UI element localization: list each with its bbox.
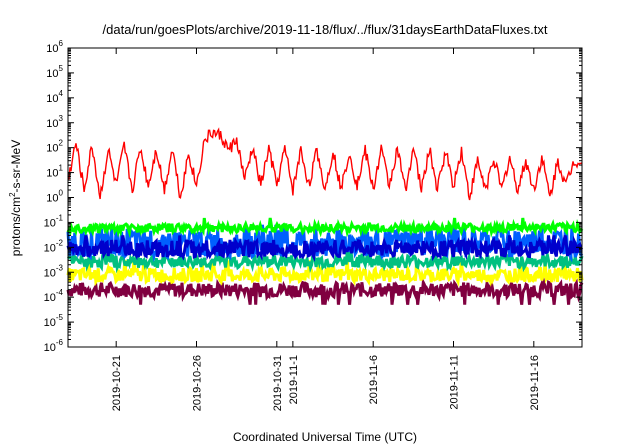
y-tick-label: 10-1: [44, 213, 64, 229]
chart-title: /data/run/goesPlots/archive/2019-11-18/f…: [103, 22, 548, 37]
y-tick-label: 102: [46, 139, 63, 155]
y-tick-label: 106: [46, 39, 63, 55]
x-tick-label: 2019-11-1: [288, 355, 300, 404]
y-tick-label: 10-6: [44, 338, 64, 354]
y-tick-label: 10-2: [44, 238, 64, 254]
y-tick-label: 10-3: [44, 263, 64, 279]
flux-series-1: [66, 260, 584, 288]
y-tick-label: 105: [46, 64, 63, 80]
x-tick-label: 2019-10-31: [272, 355, 284, 411]
x-tick-label: 2019-11-6: [368, 355, 380, 404]
y-tick-label: 104: [46, 89, 63, 105]
y-tick-label: 100: [46, 189, 63, 205]
y-tick-label: 101: [46, 164, 63, 180]
x-axis-label: Coordinated Universal Time (UTC): [233, 430, 417, 444]
x-tick-label: 2019-11-16: [529, 355, 541, 410]
y-tick-label: 103: [46, 114, 63, 130]
flux-series-0: [66, 276, 584, 305]
y-axis-ticks: 10-6 10-5 10-4 10-3 10-2 10-1 100 101 102 103 104 1…: [44, 39, 582, 354]
y-tick-label: 10-4: [44, 288, 64, 304]
proton-flux-series: [67, 127, 583, 201]
flux-series-5: [66, 235, 584, 262]
plot-data: [66, 127, 584, 305]
flux-series-2: [66, 249, 584, 274]
y-axis-label: protons/cm2-s-sr-MeV: [8, 140, 23, 256]
x-axis-ticks: 2019-10-21 2019-10-26 2019-10-31 2019-11-1 2…: [111, 48, 541, 411]
x-tick-label: 2019-10-21: [111, 355, 123, 411]
y-tick-label: 10-5: [44, 313, 64, 329]
x-tick-label: 2019-10-26: [192, 355, 204, 411]
flux-series-4: [66, 217, 584, 239]
x-tick-label: 2019-11-11: [449, 355, 461, 410]
